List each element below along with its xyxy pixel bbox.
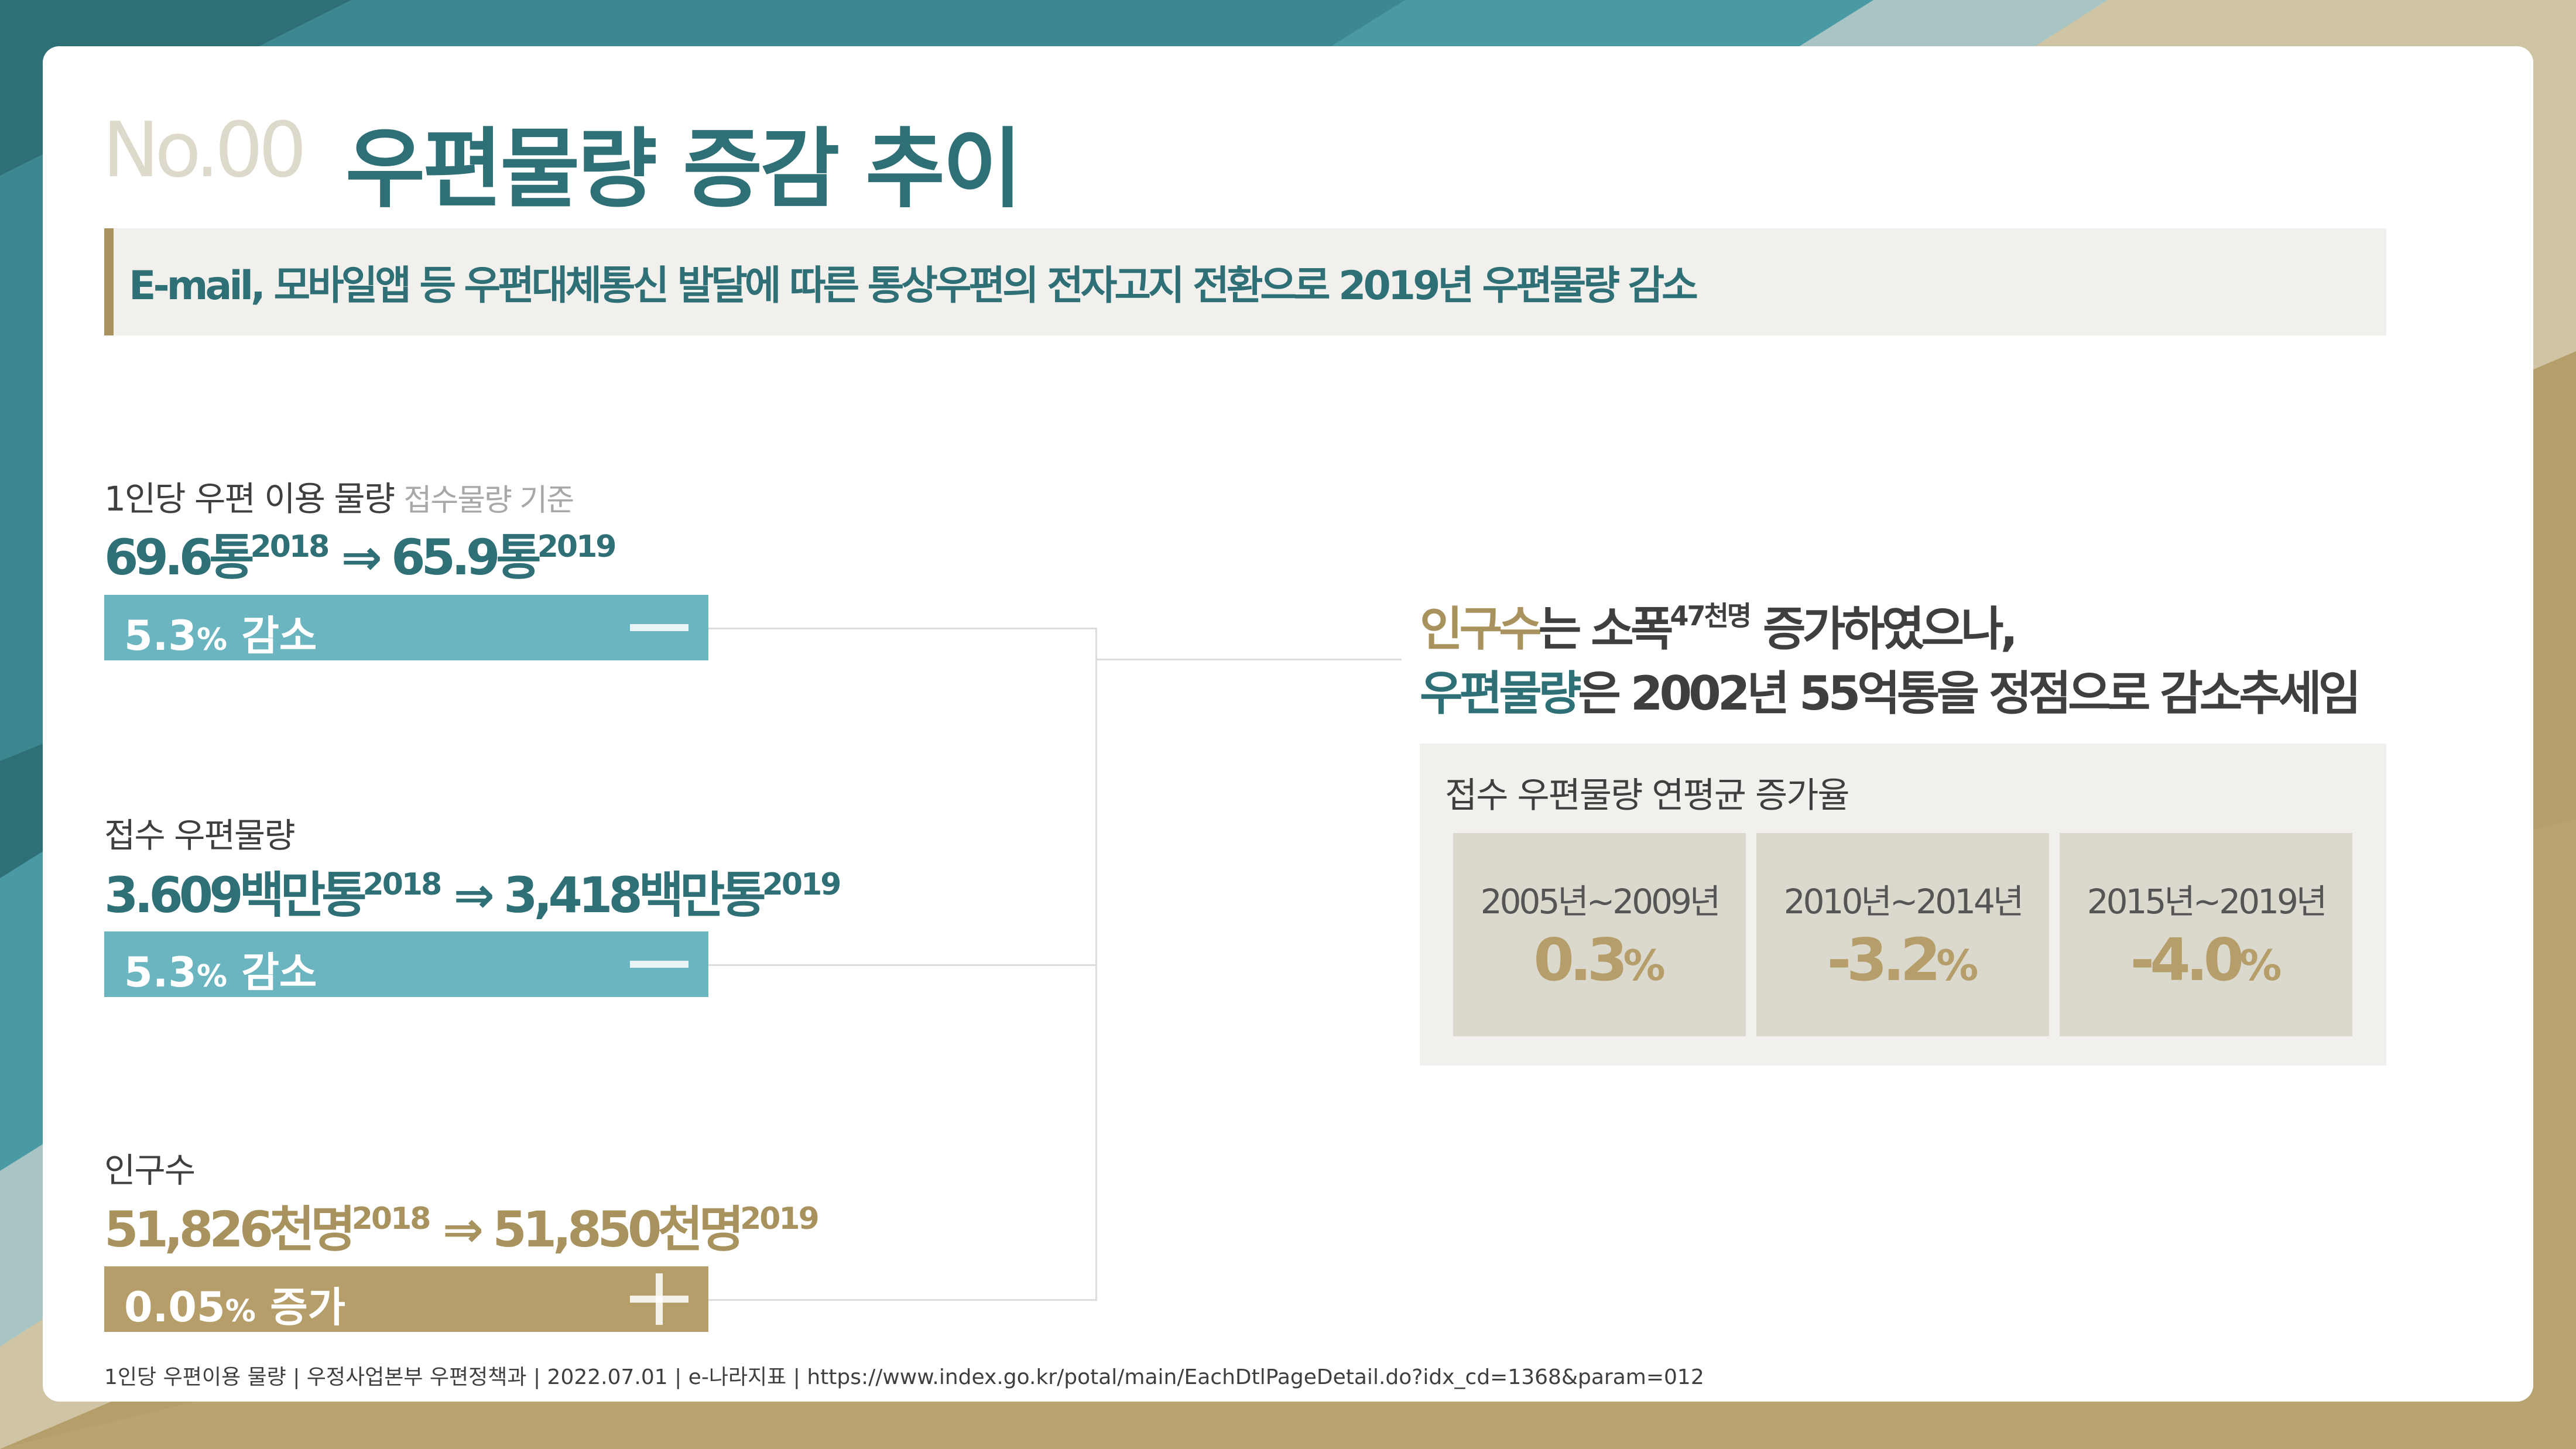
summary-highlight-mail: 우편물량 xyxy=(1420,666,1581,721)
subtitle-text: E-mail, 모바일앱 등 우편대체통신 발달에 따른 통상우편의 전자고지 … xyxy=(129,263,1698,309)
from-year: 2018 xyxy=(351,1201,431,1236)
rate-number: -3.2 xyxy=(1827,926,1941,994)
arrow-icon: ⇒ xyxy=(341,529,382,586)
source-footer: 1인당 우편이용 물량 | 우정사업본부 우편정책과 | 2022.07.01 … xyxy=(104,1365,1704,1389)
connector-line xyxy=(708,964,1097,966)
to-value: 3,418백만통 xyxy=(503,866,766,924)
arrow-icon: ⇒ xyxy=(442,1201,484,1258)
to-year: 2019 xyxy=(537,529,617,564)
change-text: 5.3% 감소 xyxy=(124,603,317,662)
connector-line xyxy=(1097,659,1402,660)
change-text: 5.3% 감소 xyxy=(124,940,317,999)
summary-sup: 47천명 xyxy=(1670,600,1752,632)
change-unit: % xyxy=(197,959,228,994)
to-year: 2019 xyxy=(740,1201,820,1236)
panel-title: 접수 우편물량 연평균 증가율 xyxy=(1445,775,1850,816)
change-word: 증가 xyxy=(270,1283,346,1331)
subtitle-banner: E-mail, 모바일앱 등 우편대체통신 발달에 따른 통상우편의 전자고지 … xyxy=(104,228,2386,335)
stat-values-population: 51,826천명2018 ⇒ 51,850천명2019 xyxy=(104,1190,820,1261)
stat-values-received: 3.609백만통2018 ⇒ 3,418백만통2019 xyxy=(104,856,842,927)
stat-label-per-capita: 1인당 우편 이용 물량 접수물량 기준 xyxy=(104,471,575,520)
plus-icon xyxy=(630,1273,688,1325)
period-label: 2010년~2014년 xyxy=(1783,882,2025,922)
stat-label: 인구수 xyxy=(104,1150,196,1190)
rate-value: -4.0% xyxy=(2060,926,2352,994)
stat-label: 1인당 우편 이용 물량 xyxy=(104,479,395,519)
change-word: 감소 xyxy=(241,948,317,996)
rate-unit: % xyxy=(1936,941,1979,990)
to-year: 2019 xyxy=(762,867,842,902)
change-bar-population: 0.05% 증가 xyxy=(104,1266,708,1332)
stat-label: 접수 우편물량 xyxy=(104,816,296,855)
connector-line xyxy=(708,1299,1097,1301)
growth-box: 2010년~2014년 -3.2% xyxy=(1756,833,2049,1036)
minus-icon xyxy=(630,624,688,631)
period-label: 2015년~2019년 xyxy=(2087,882,2328,922)
change-bar-received: 5.3% 감소 xyxy=(104,931,708,997)
change-value: 0.05 xyxy=(124,1283,225,1331)
stat-label-population: 인구수 xyxy=(104,1143,196,1192)
rate-value: 0.3% xyxy=(1453,926,1746,994)
stat-values-per-capita: 69.6통2018 ⇒ 65.9통2019 xyxy=(104,518,617,589)
growth-box: 2015년~2019년 -4.0% xyxy=(2060,833,2352,1036)
summary-line-2: 우편물량은 2002년 55억통을 정점으로 감소추세임 xyxy=(1420,656,2361,724)
from-year: 2018 xyxy=(362,867,443,902)
minus-icon xyxy=(630,961,688,968)
from-year: 2018 xyxy=(250,529,330,564)
summary-tail: 증가하였으나, xyxy=(1750,602,2018,656)
connector-line xyxy=(1095,628,1097,1301)
change-text: 0.05% 증가 xyxy=(124,1275,345,1334)
from-value: 69.6통 xyxy=(104,529,255,586)
stat-label-received: 접수 우편물량 xyxy=(104,808,296,857)
summary-highlight-population: 인구수 xyxy=(1420,602,1542,656)
period-label: 2005년~2009년 xyxy=(1480,882,1721,922)
arrow-icon: ⇒ xyxy=(453,866,495,924)
growth-box: 2005년~2009년 0.3% xyxy=(1453,833,1746,1036)
rate-unit: % xyxy=(2239,941,2282,990)
from-value: 51,826천명 xyxy=(104,1201,356,1258)
summary-text: 는 소폭 xyxy=(1538,602,1674,656)
change-bar-per-capita: 5.3% 감소 xyxy=(104,595,708,660)
to-value: 65.9통 xyxy=(391,529,542,586)
change-unit: % xyxy=(225,1294,256,1329)
change-unit: % xyxy=(197,622,228,657)
rate-number: 0.3 xyxy=(1533,926,1628,994)
change-word: 감소 xyxy=(241,612,317,660)
from-value: 3.609백만통 xyxy=(104,866,367,924)
change-value: 5.3 xyxy=(124,948,197,996)
stat-label-note: 접수물량 기준 xyxy=(403,483,575,518)
summary-line-1: 인구수는 소폭47천명 증가하였으나, xyxy=(1420,591,2018,659)
rate-unit: % xyxy=(1623,941,1666,990)
rate-number: -4.0 xyxy=(2130,926,2245,994)
page-title: 우편물량 증감 추이 xyxy=(345,119,1022,220)
change-value: 5.3 xyxy=(124,612,197,660)
connector-line xyxy=(708,628,1097,629)
growth-rate-panel: 접수 우편물량 연평균 증가율 2005년~2009년 0.3% 2010년~2… xyxy=(1420,744,2386,1066)
rate-value: -3.2% xyxy=(1756,926,2049,994)
summary-text: 은 2002년 55억통을 정점으로 감소추세임 xyxy=(1578,666,2361,721)
to-value: 51,850천명 xyxy=(492,1201,744,1258)
slide-number: No.00 xyxy=(102,105,307,194)
